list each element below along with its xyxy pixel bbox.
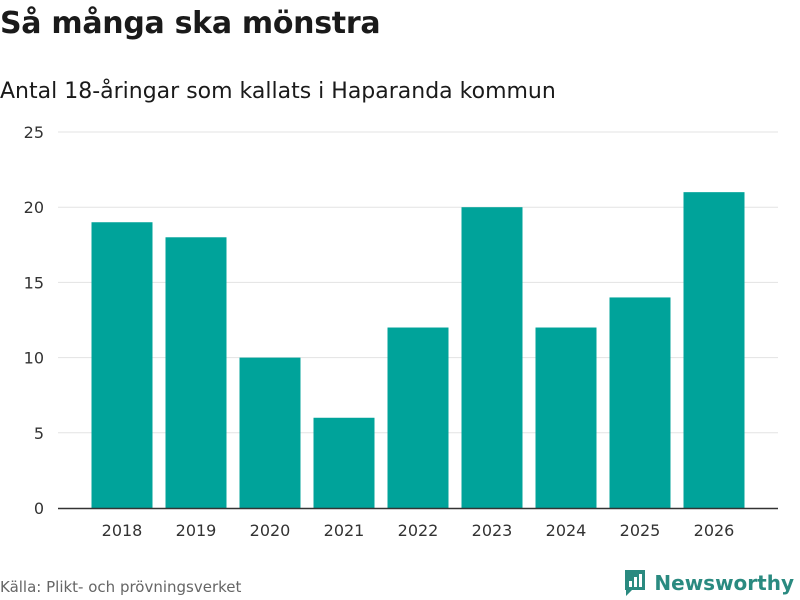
x-tick-label: 2022 xyxy=(398,521,439,540)
bar-2024 xyxy=(535,327,597,508)
bar-2026 xyxy=(683,192,745,508)
y-tick-label: 5 xyxy=(34,424,44,443)
x-tick-label: 2021 xyxy=(324,521,365,540)
y-tick-label: 0 xyxy=(34,499,44,518)
x-tick-label: 2023 xyxy=(472,521,513,540)
x-tick-label: 2020 xyxy=(250,521,291,540)
bar-2023 xyxy=(461,207,523,508)
newsworthy-logo-icon xyxy=(625,570,646,596)
brand-name: Newsworthy xyxy=(654,571,794,595)
x-tick-label: 2024 xyxy=(546,521,587,540)
bar-2018 xyxy=(91,222,153,509)
x-tick-label: 2025 xyxy=(620,521,661,540)
x-tick-label: 2019 xyxy=(176,521,217,540)
brand-logo: Newsworthy xyxy=(623,568,794,598)
x-tick-label: 2026 xyxy=(694,521,735,540)
chart-title: Så många ska mönstra xyxy=(0,6,381,41)
y-tick-label: 20 xyxy=(24,198,44,217)
y-tick-label: 10 xyxy=(24,349,44,368)
y-tick-label: 25 xyxy=(24,123,44,142)
chart-subtitle: Antal 18-åringar som kallats i Haparanda… xyxy=(0,79,556,104)
bar-2019 xyxy=(165,237,227,508)
bar-2025 xyxy=(609,297,671,508)
source-note: Källa: Plikt- och prövningsverket xyxy=(0,578,242,596)
x-tick-label: 2018 xyxy=(102,521,143,540)
y-tick-label: 15 xyxy=(24,273,44,292)
bar-2021 xyxy=(313,417,375,508)
bar-2022 xyxy=(387,327,449,508)
bar-2020 xyxy=(239,357,301,508)
